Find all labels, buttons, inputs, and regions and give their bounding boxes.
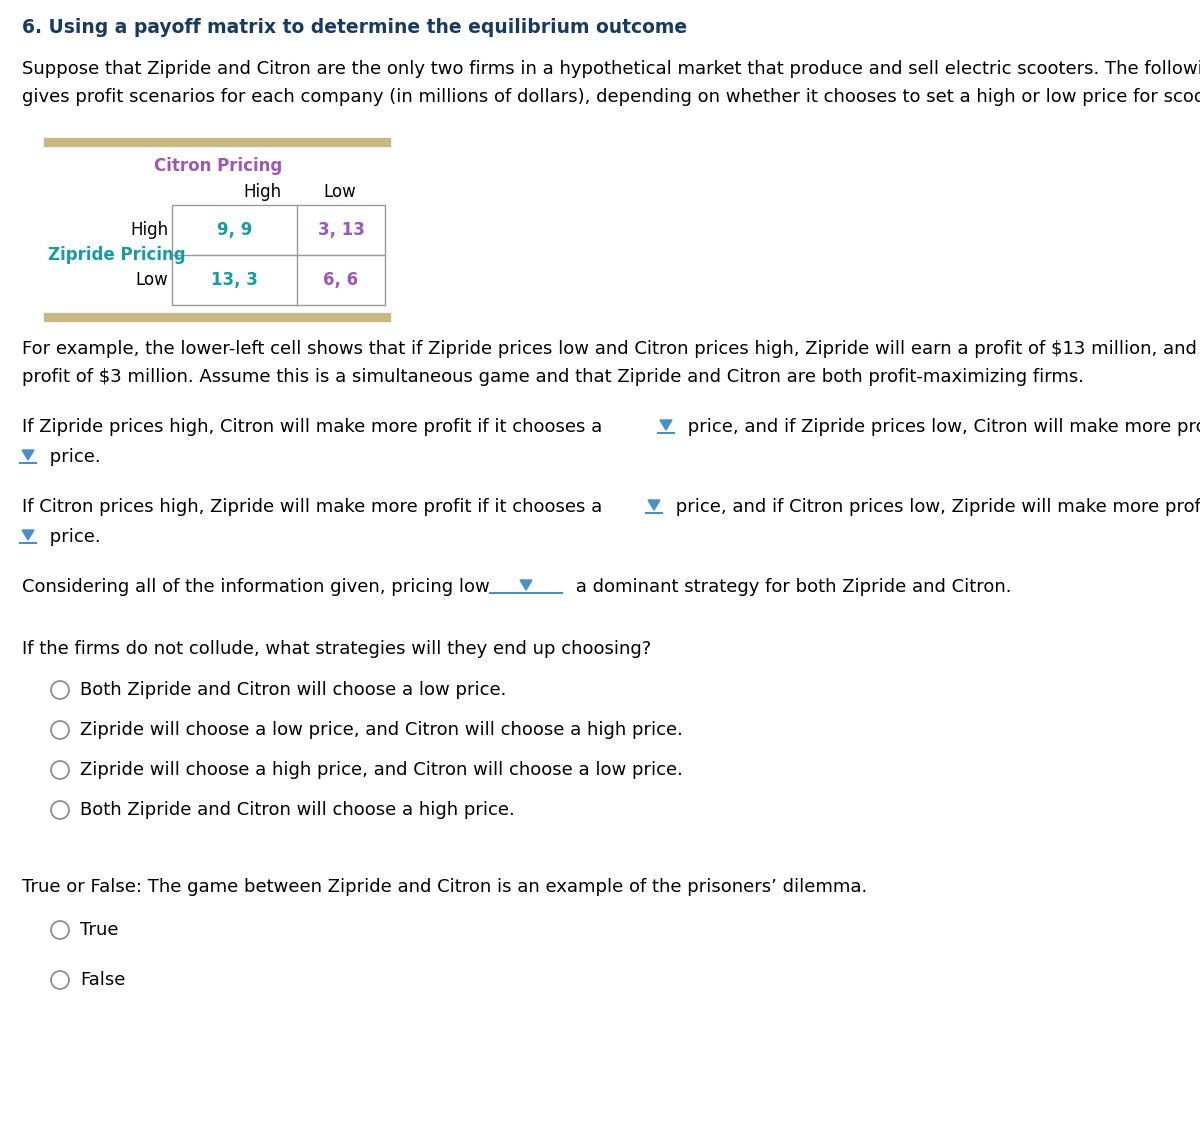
Text: gives profit scenarios for each company (in millions of dollars), depending on w: gives profit scenarios for each company …: [22, 87, 1200, 106]
Text: High: High: [130, 222, 168, 239]
Text: Considering all of the information given, pricing low: Considering all of the information given…: [22, 578, 490, 596]
Text: High: High: [242, 183, 281, 201]
Bar: [172, 204, 385, 304]
Text: Low: Low: [136, 272, 168, 289]
Text: 9, 9: 9, 9: [217, 222, 252, 239]
Text: 3, 13: 3, 13: [318, 222, 365, 239]
Text: price, and if Citron prices low, Zipride will make more profit if it chooses a: price, and if Citron prices low, Zipride…: [670, 498, 1200, 516]
Polygon shape: [648, 500, 660, 510]
Text: Zipride will choose a high price, and Citron will choose a low price.: Zipride will choose a high price, and Ci…: [80, 761, 683, 779]
Text: If the firms do not collude, what strategies will they end up choosing?: If the firms do not collude, what strate…: [22, 640, 652, 658]
Text: Low: Low: [324, 183, 356, 201]
Text: 6. Using a payoff matrix to determine the equilibrium outcome: 6. Using a payoff matrix to determine th…: [22, 18, 688, 37]
Text: If Citron prices high, Zipride will make more profit if it chooses a: If Citron prices high, Zipride will make…: [22, 498, 602, 516]
Text: price, and if Zipride prices low, Citron will make more profit if it chooses a: price, and if Zipride prices low, Citron…: [682, 418, 1200, 436]
Polygon shape: [520, 580, 532, 590]
Text: profit of $3 million. Assume this is a simultaneous game and that Zipride and Ci: profit of $3 million. Assume this is a s…: [22, 368, 1084, 386]
Text: Suppose that Zipride and Citron are the only two firms in a hypothetical market : Suppose that Zipride and Citron are the …: [22, 60, 1200, 78]
Text: True or False: The game between Zipride and Citron is an example of the prisoner: True or False: The game between Zipride …: [22, 878, 868, 896]
Text: price.: price.: [44, 528, 101, 546]
Bar: [44, 314, 390, 321]
Text: If Zipride prices high, Citron will make more profit if it chooses a: If Zipride prices high, Citron will make…: [22, 418, 602, 436]
Polygon shape: [22, 531, 34, 540]
Bar: [44, 137, 390, 147]
Text: 13, 3: 13, 3: [211, 272, 258, 289]
Text: Citron Pricing: Citron Pricing: [154, 157, 282, 175]
Text: Both Zipride and Citron will choose a low price.: Both Zipride and Citron will choose a lo…: [80, 680, 506, 699]
Text: Zipride will choose a low price, and Citron will choose a high price.: Zipride will choose a low price, and Cit…: [80, 721, 683, 740]
Text: 6, 6: 6, 6: [324, 272, 359, 289]
Text: For example, the lower-left cell shows that if Zipride prices low and Citron pri: For example, the lower-left cell shows t…: [22, 340, 1200, 358]
Polygon shape: [22, 450, 34, 460]
Polygon shape: [660, 420, 672, 431]
Text: Zipride Pricing: Zipride Pricing: [48, 247, 186, 264]
Text: False: False: [80, 971, 125, 989]
Text: price.: price.: [44, 448, 101, 466]
Text: a dominant strategy for both Zipride and Citron.: a dominant strategy for both Zipride and…: [570, 578, 1012, 596]
Text: True: True: [80, 921, 119, 939]
Text: Both Zipride and Citron will choose a high price.: Both Zipride and Citron will choose a hi…: [80, 801, 515, 819]
